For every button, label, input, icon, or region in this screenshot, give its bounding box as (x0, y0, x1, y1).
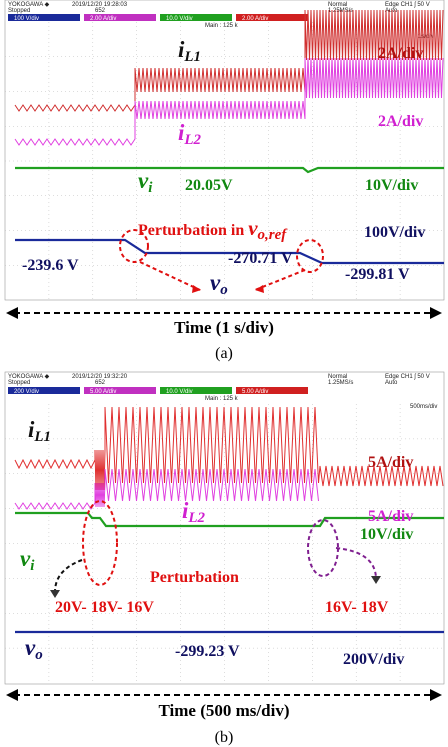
channel-label: 100 V/div (14, 16, 39, 22)
subscript: L1 (183, 49, 201, 65)
status: Stopped (8, 8, 30, 14)
rate: 1.25MS/s (328, 380, 353, 386)
panel-a: YOKOGAWA ◆ Stopped 2019/12/20 19:28:03 6… (5, 0, 444, 362)
channel-label: 10.0 V/div (166, 389, 193, 395)
vi-scale: 10V/div (365, 177, 418, 194)
subscript: o (35, 647, 43, 663)
caption: (a) (215, 345, 233, 362)
channel-label: 2.00 A/div (242, 16, 268, 22)
vo-value: -299.23 V (175, 643, 240, 660)
count: 652 (95, 8, 106, 14)
il1-scale: 5A/div (368, 454, 413, 471)
count: 652 (95, 380, 106, 386)
channel-label: 5.00 A/div (90, 389, 116, 395)
vo-start: -239.6 V (22, 257, 79, 274)
il1-scale: 2A/div (378, 45, 423, 62)
channel-label: 2.00 A/div (90, 16, 116, 22)
subscript: L2 (187, 510, 205, 526)
subscript: L1 (33, 429, 51, 445)
subscript: o,ref (258, 227, 289, 243)
vi-scale: 10V/div (360, 526, 413, 543)
time-axis: Time (1 s/div) (174, 318, 274, 337)
subscript: o (220, 282, 228, 298)
il2-scale: 5A/div (368, 508, 413, 525)
channel-label: 5.00 A/div (242, 389, 268, 395)
il2-scale: 2A/div (378, 113, 423, 130)
vo-scale: 100V/div (364, 224, 425, 241)
text: Perturbation in (138, 222, 248, 239)
channel-label: 10.0 V/div (166, 16, 193, 22)
figure: YOKOGAWA ◆ Stopped 2019/12/20 19:28:03 6… (0, 0, 448, 747)
channel-label: 200 V/div (14, 389, 39, 395)
perturbation-label: Perturbation (150, 569, 239, 586)
time-axis: Time (500 ms/div) (159, 701, 290, 720)
vo-end: -299.81 V (345, 266, 410, 283)
panel-b: YOKOGAWA ◆ Stopped 2019/12/20 19:32:20 6… (5, 372, 444, 746)
vo-scale: 200V/div (343, 651, 404, 668)
status: Stopped (8, 380, 30, 386)
timebase: 500ms/div (410, 404, 437, 410)
memory: Main : 125 k (205, 396, 239, 402)
trigger-mode: Auto (385, 380, 398, 386)
step-up: 16V- 18V (325, 599, 389, 616)
step-down: 20V- 18V- 16V (55, 599, 154, 616)
vi-value: 20.05V (185, 177, 233, 194)
caption: (b) (215, 729, 234, 746)
vo-mid: -270.71 V (228, 250, 293, 267)
memory: Main : 125 k (205, 23, 239, 29)
subscript: L2 (183, 132, 201, 148)
